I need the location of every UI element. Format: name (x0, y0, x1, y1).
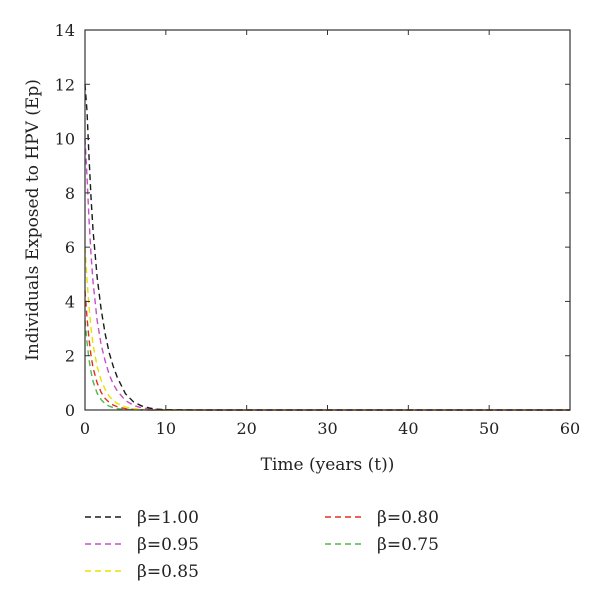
legend-label: β=0.95 (137, 535, 199, 555)
legend: β=1.00 β=0.95 β=0.85 β=0.80 β=0.75 (85, 508, 439, 582)
y-tick-label: 10 (55, 130, 75, 149)
x-tick-label: 30 (317, 419, 337, 438)
y-tick-label: 6 (65, 238, 75, 257)
legend-label: β=1.00 (137, 508, 199, 528)
plot-frame (84, 29, 571, 411)
y-tick-label: 2 (65, 347, 75, 366)
x-tick-label: 60 (560, 419, 580, 438)
x-tick-label: 20 (236, 419, 256, 438)
y-tick-label: 8 (65, 184, 75, 203)
x-tick-label: 50 (479, 419, 499, 438)
plot-area (84, 84, 570, 411)
x-axis-label: Time (years (t)) (261, 455, 395, 475)
y-tick-label: 12 (55, 75, 75, 94)
y-tick-label: 14 (55, 21, 75, 40)
x-tick-label: 40 (398, 419, 418, 438)
y-axis-label: Individuals Exposed to HPV (Ep) (23, 79, 43, 361)
x-tick-label: 0 (80, 419, 90, 438)
series-line (84, 290, 570, 411)
y-tick-label: 0 (65, 401, 75, 420)
y-tick-label: 4 (65, 292, 75, 311)
series-line (84, 84, 570, 411)
legend-label: β=0.75 (377, 535, 439, 555)
series-line (84, 320, 570, 411)
x-tick-label: 10 (156, 419, 176, 438)
legend-label: β=0.85 (137, 562, 199, 582)
legend-label: β=0.80 (377, 508, 439, 528)
series-line (84, 247, 570, 411)
axis-ticks: 0 10 20 30 40 50 60 0 2 4 6 8 10 12 14 (55, 21, 581, 438)
series-line (84, 138, 570, 411)
